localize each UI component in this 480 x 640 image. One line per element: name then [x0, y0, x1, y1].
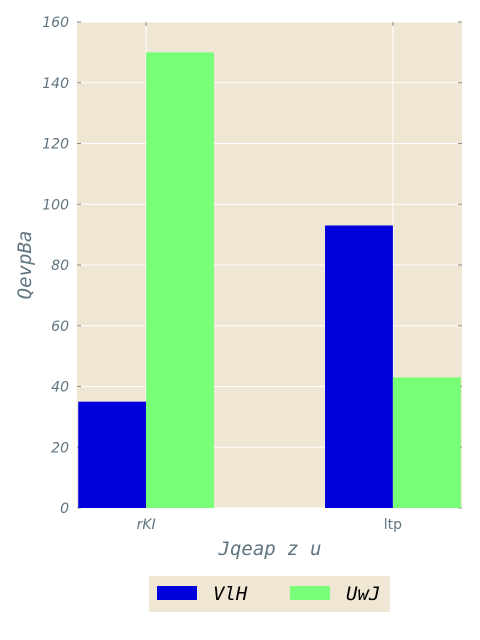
legend-swatch-uwj: [290, 586, 330, 600]
x-tick-label: rKI: [137, 517, 156, 533]
y-tick-label: 0: [60, 501, 69, 517]
legend-label-vlh: VlH: [213, 583, 248, 605]
y-tick-label: 20: [51, 440, 69, 456]
legend: VlH UwJ: [149, 576, 390, 612]
x-axis-label: Jqeap z u: [218, 538, 322, 560]
y-tick-label: 60: [51, 319, 69, 335]
legend-swatch-vlh: [157, 586, 197, 600]
y-tick-label: 160: [42, 15, 69, 31]
x-tick-label: ltp: [384, 517, 402, 533]
bars: [78, 52, 461, 508]
x-tick-labels: rKI ltp: [137, 517, 403, 533]
y-tick-label: 80: [51, 258, 69, 274]
bar-uwj-ltp: [392, 377, 461, 508]
y-tick-label: 140: [42, 76, 69, 92]
y-axis-label: QevpBa: [14, 231, 36, 300]
y-tick-labels: 0 20 40 60 80 100 120 140 160: [42, 15, 69, 517]
y-tick-label: 100: [42, 197, 69, 213]
bar-uwj-rki: [146, 52, 214, 508]
bar-vlh-ltp: [325, 225, 393, 508]
bar-vlh-rki: [78, 401, 147, 508]
y-tick-label: 120: [42, 137, 69, 153]
y-tick-label: 40: [51, 380, 69, 396]
legend-label-uwj: UwJ: [346, 583, 380, 605]
